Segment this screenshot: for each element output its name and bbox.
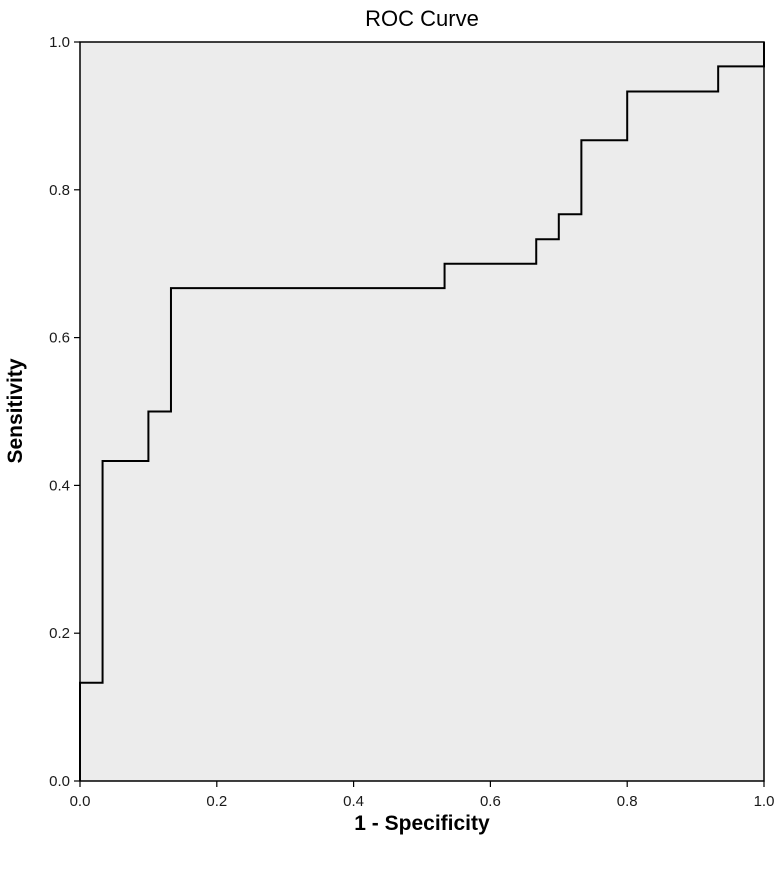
y-axis-title: Sensitivity	[4, 358, 27, 463]
roc-curve-line	[79, 42, 765, 781]
y-tick-label: 0.8	[49, 182, 70, 199]
y-tick-label: 0.0	[49, 773, 70, 790]
x-tick-label: 0.8	[617, 793, 638, 810]
y-tick-label: 0.2	[49, 625, 70, 642]
x-axis-ticks: 0.0 0.2 0.4 0.6 0.8 1.0	[70, 781, 775, 810]
plot-area	[79, 41, 765, 782]
x-tick-label: 0.4	[343, 793, 364, 810]
y-tick-label: 1.0	[49, 34, 70, 51]
x-axis-title: 1 - Specificity	[354, 812, 490, 835]
chart-title: ROC Curve	[365, 6, 479, 31]
x-tick-label: 0.2	[206, 793, 227, 810]
x-tick-label: 0.6	[480, 793, 501, 810]
y-tick-label: 0.4	[49, 477, 70, 494]
x-tick-label: 0.0	[70, 793, 91, 810]
y-axis-ticks: 0.0 0.2 0.4 0.6 0.8 1.0	[49, 34, 80, 790]
x-tick-label: 1.0	[754, 793, 775, 810]
y-tick-label: 0.6	[49, 330, 70, 347]
